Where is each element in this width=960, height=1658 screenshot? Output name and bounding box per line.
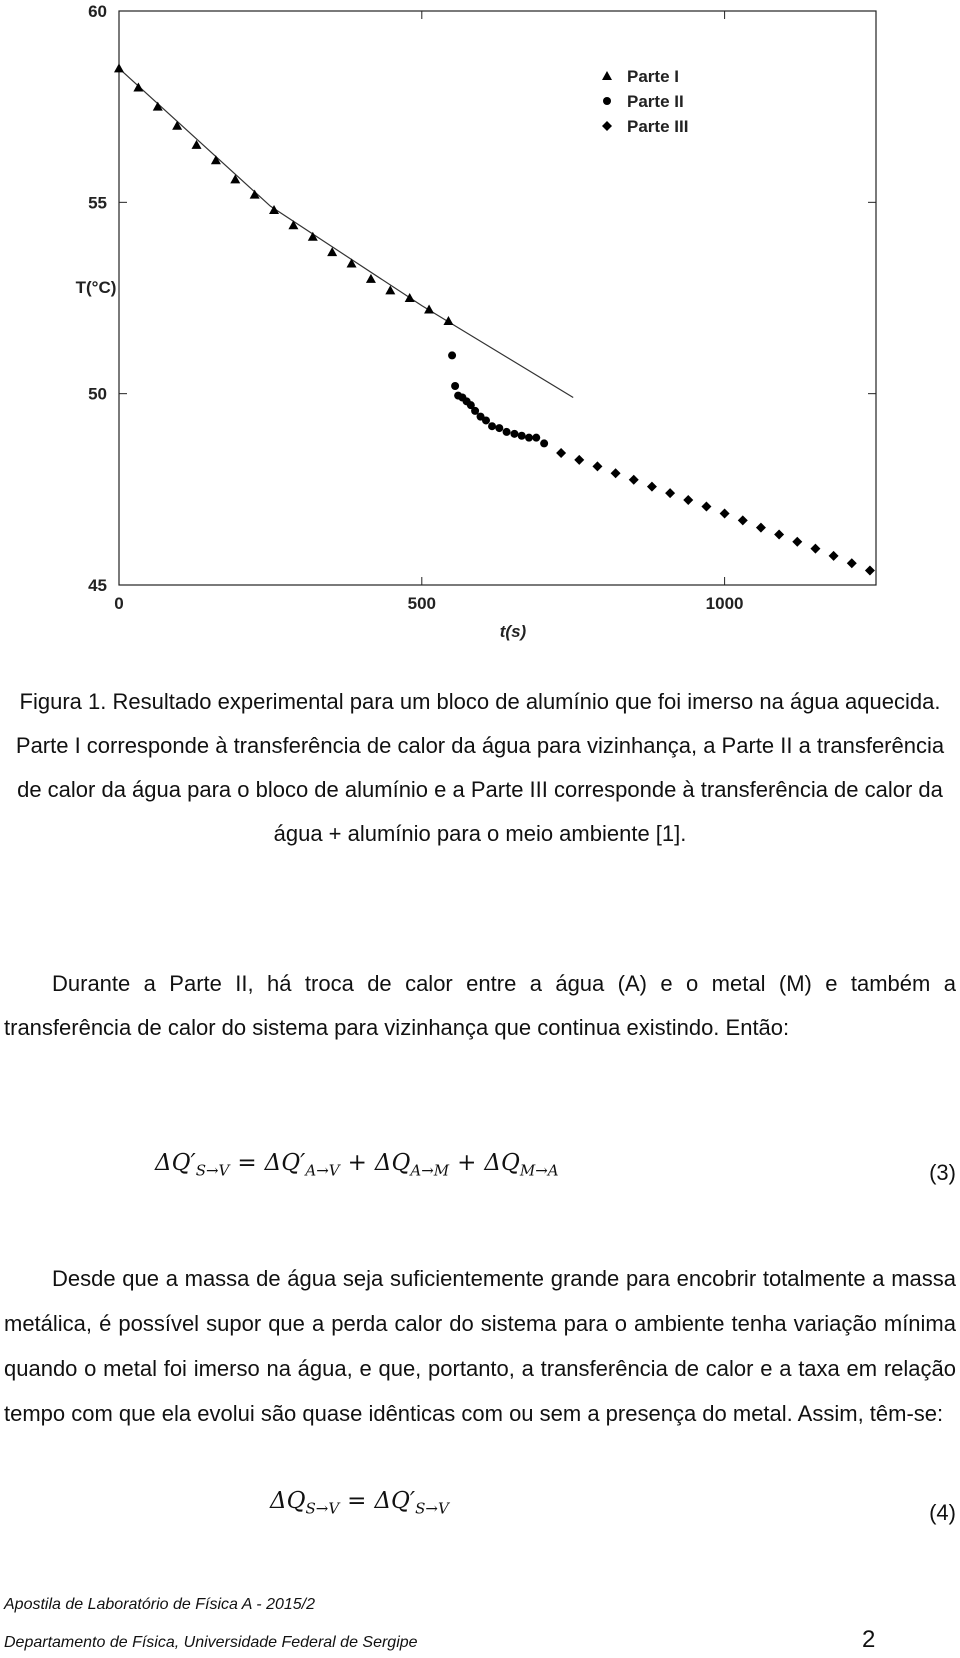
data-point bbox=[701, 501, 712, 512]
paragraph: Durante a Parte II, há troca de calor en… bbox=[4, 971, 956, 1040]
data-point bbox=[556, 447, 567, 458]
subscript: A→M bbox=[410, 1161, 450, 1180]
legend-label: Parte I bbox=[627, 67, 679, 86]
data-point bbox=[665, 488, 676, 499]
x-tick-label: 500 bbox=[408, 594, 436, 613]
data-point bbox=[755, 522, 766, 533]
data-point bbox=[495, 424, 504, 433]
y-tick-label: 60 bbox=[88, 2, 107, 21]
data-point bbox=[269, 204, 280, 214]
operator: + bbox=[347, 1150, 367, 1176]
fit-line bbox=[118, 67, 574, 399]
data-point bbox=[737, 515, 748, 526]
data-point bbox=[610, 468, 621, 479]
plot-frame bbox=[118, 10, 877, 586]
data-point bbox=[540, 439, 549, 448]
term: ΔQ′ bbox=[155, 1150, 196, 1176]
equation: ΔQS→V = ΔQ′S→V bbox=[270, 1488, 449, 1518]
operator: = bbox=[237, 1150, 257, 1176]
data-point bbox=[404, 293, 415, 302]
data-point bbox=[172, 120, 183, 130]
equation-number: (4) bbox=[929, 1500, 956, 1525]
subscript: M→A bbox=[519, 1161, 559, 1180]
data-point bbox=[471, 406, 480, 415]
data-point bbox=[864, 565, 875, 576]
x-tick-label: 0 bbox=[114, 594, 123, 613]
data-point bbox=[774, 529, 785, 540]
subscript: S→V bbox=[415, 1499, 449, 1518]
data-point bbox=[191, 139, 202, 149]
data-point bbox=[152, 101, 163, 111]
equation-number: (3) bbox=[929, 1160, 956, 1185]
data-point bbox=[210, 155, 221, 165]
x-tick-label: 1000 bbox=[706, 594, 744, 613]
data-point bbox=[502, 427, 511, 436]
data-point bbox=[719, 508, 730, 519]
data-point bbox=[448, 351, 457, 360]
data-point bbox=[327, 247, 338, 257]
data-point bbox=[488, 422, 497, 431]
data-point bbox=[114, 63, 124, 73]
footer: Apostila de Laboratório de Física A - 20… bbox=[4, 1596, 315, 1613]
legend-label: Parte II bbox=[627, 92, 684, 111]
data-point bbox=[592, 461, 603, 472]
term: ΔQ′ bbox=[374, 1488, 416, 1514]
data-point bbox=[792, 536, 803, 547]
data-point bbox=[365, 273, 376, 283]
y-axis-label: T(°C) bbox=[76, 278, 117, 297]
data-point bbox=[481, 416, 490, 425]
operator: + bbox=[457, 1150, 477, 1176]
paragraph: Desde que a massa de água seja suficient… bbox=[4, 1266, 956, 1426]
subscript: S→V bbox=[195, 1161, 230, 1180]
data-point bbox=[524, 433, 533, 442]
equation: ΔQ′S→V = ΔQ′A→V + ΔQA→M + ΔQM→A bbox=[155, 1150, 559, 1180]
data-point bbox=[810, 543, 821, 554]
term: ΔQ bbox=[484, 1150, 520, 1176]
data-point bbox=[683, 495, 694, 506]
data-point bbox=[288, 220, 299, 230]
x-axis-label: t(s) bbox=[500, 622, 527, 641]
term: ΔQ bbox=[270, 1488, 306, 1514]
data-point bbox=[510, 429, 519, 438]
subscript: A→V bbox=[305, 1161, 340, 1180]
data-point bbox=[249, 189, 260, 199]
operator: = bbox=[347, 1488, 367, 1514]
y-tick-label: 45 bbox=[88, 576, 107, 595]
y-tick-label: 50 bbox=[88, 385, 107, 404]
legend-marker bbox=[602, 71, 612, 80]
data-point bbox=[646, 481, 657, 492]
term: ΔQ′ bbox=[264, 1150, 306, 1176]
data-point bbox=[574, 454, 585, 465]
data-point bbox=[346, 258, 357, 268]
data-point bbox=[133, 82, 144, 92]
data-point bbox=[532, 433, 541, 442]
term: ΔQ bbox=[374, 1150, 411, 1176]
footer: Departamento de Física, Universidade Fed… bbox=[4, 1634, 418, 1651]
data-point bbox=[451, 382, 460, 391]
chart: T(°C) t(s) 0 500 1000 45 50 55 60 Parte I Parte … bbox=[76, 2, 877, 641]
data-point bbox=[230, 174, 241, 184]
page-number: 2 bbox=[862, 1626, 876, 1653]
data-point bbox=[517, 431, 526, 440]
subscript: S→V bbox=[305, 1499, 340, 1518]
data-point bbox=[385, 285, 396, 295]
figure-caption: Figura 1. Resultado experimental para um… bbox=[15, 689, 945, 846]
legend-marker bbox=[603, 97, 611, 105]
data-point bbox=[424, 304, 435, 314]
data-point bbox=[443, 315, 454, 325]
data-point bbox=[828, 550, 839, 561]
data-point bbox=[466, 401, 475, 410]
data-point bbox=[307, 231, 318, 241]
y-tick-label: 55 bbox=[88, 193, 107, 212]
legend-label: Parte III bbox=[627, 117, 688, 136]
data-point bbox=[628, 474, 639, 485]
data-point bbox=[846, 558, 857, 569]
legend-marker bbox=[602, 121, 612, 131]
